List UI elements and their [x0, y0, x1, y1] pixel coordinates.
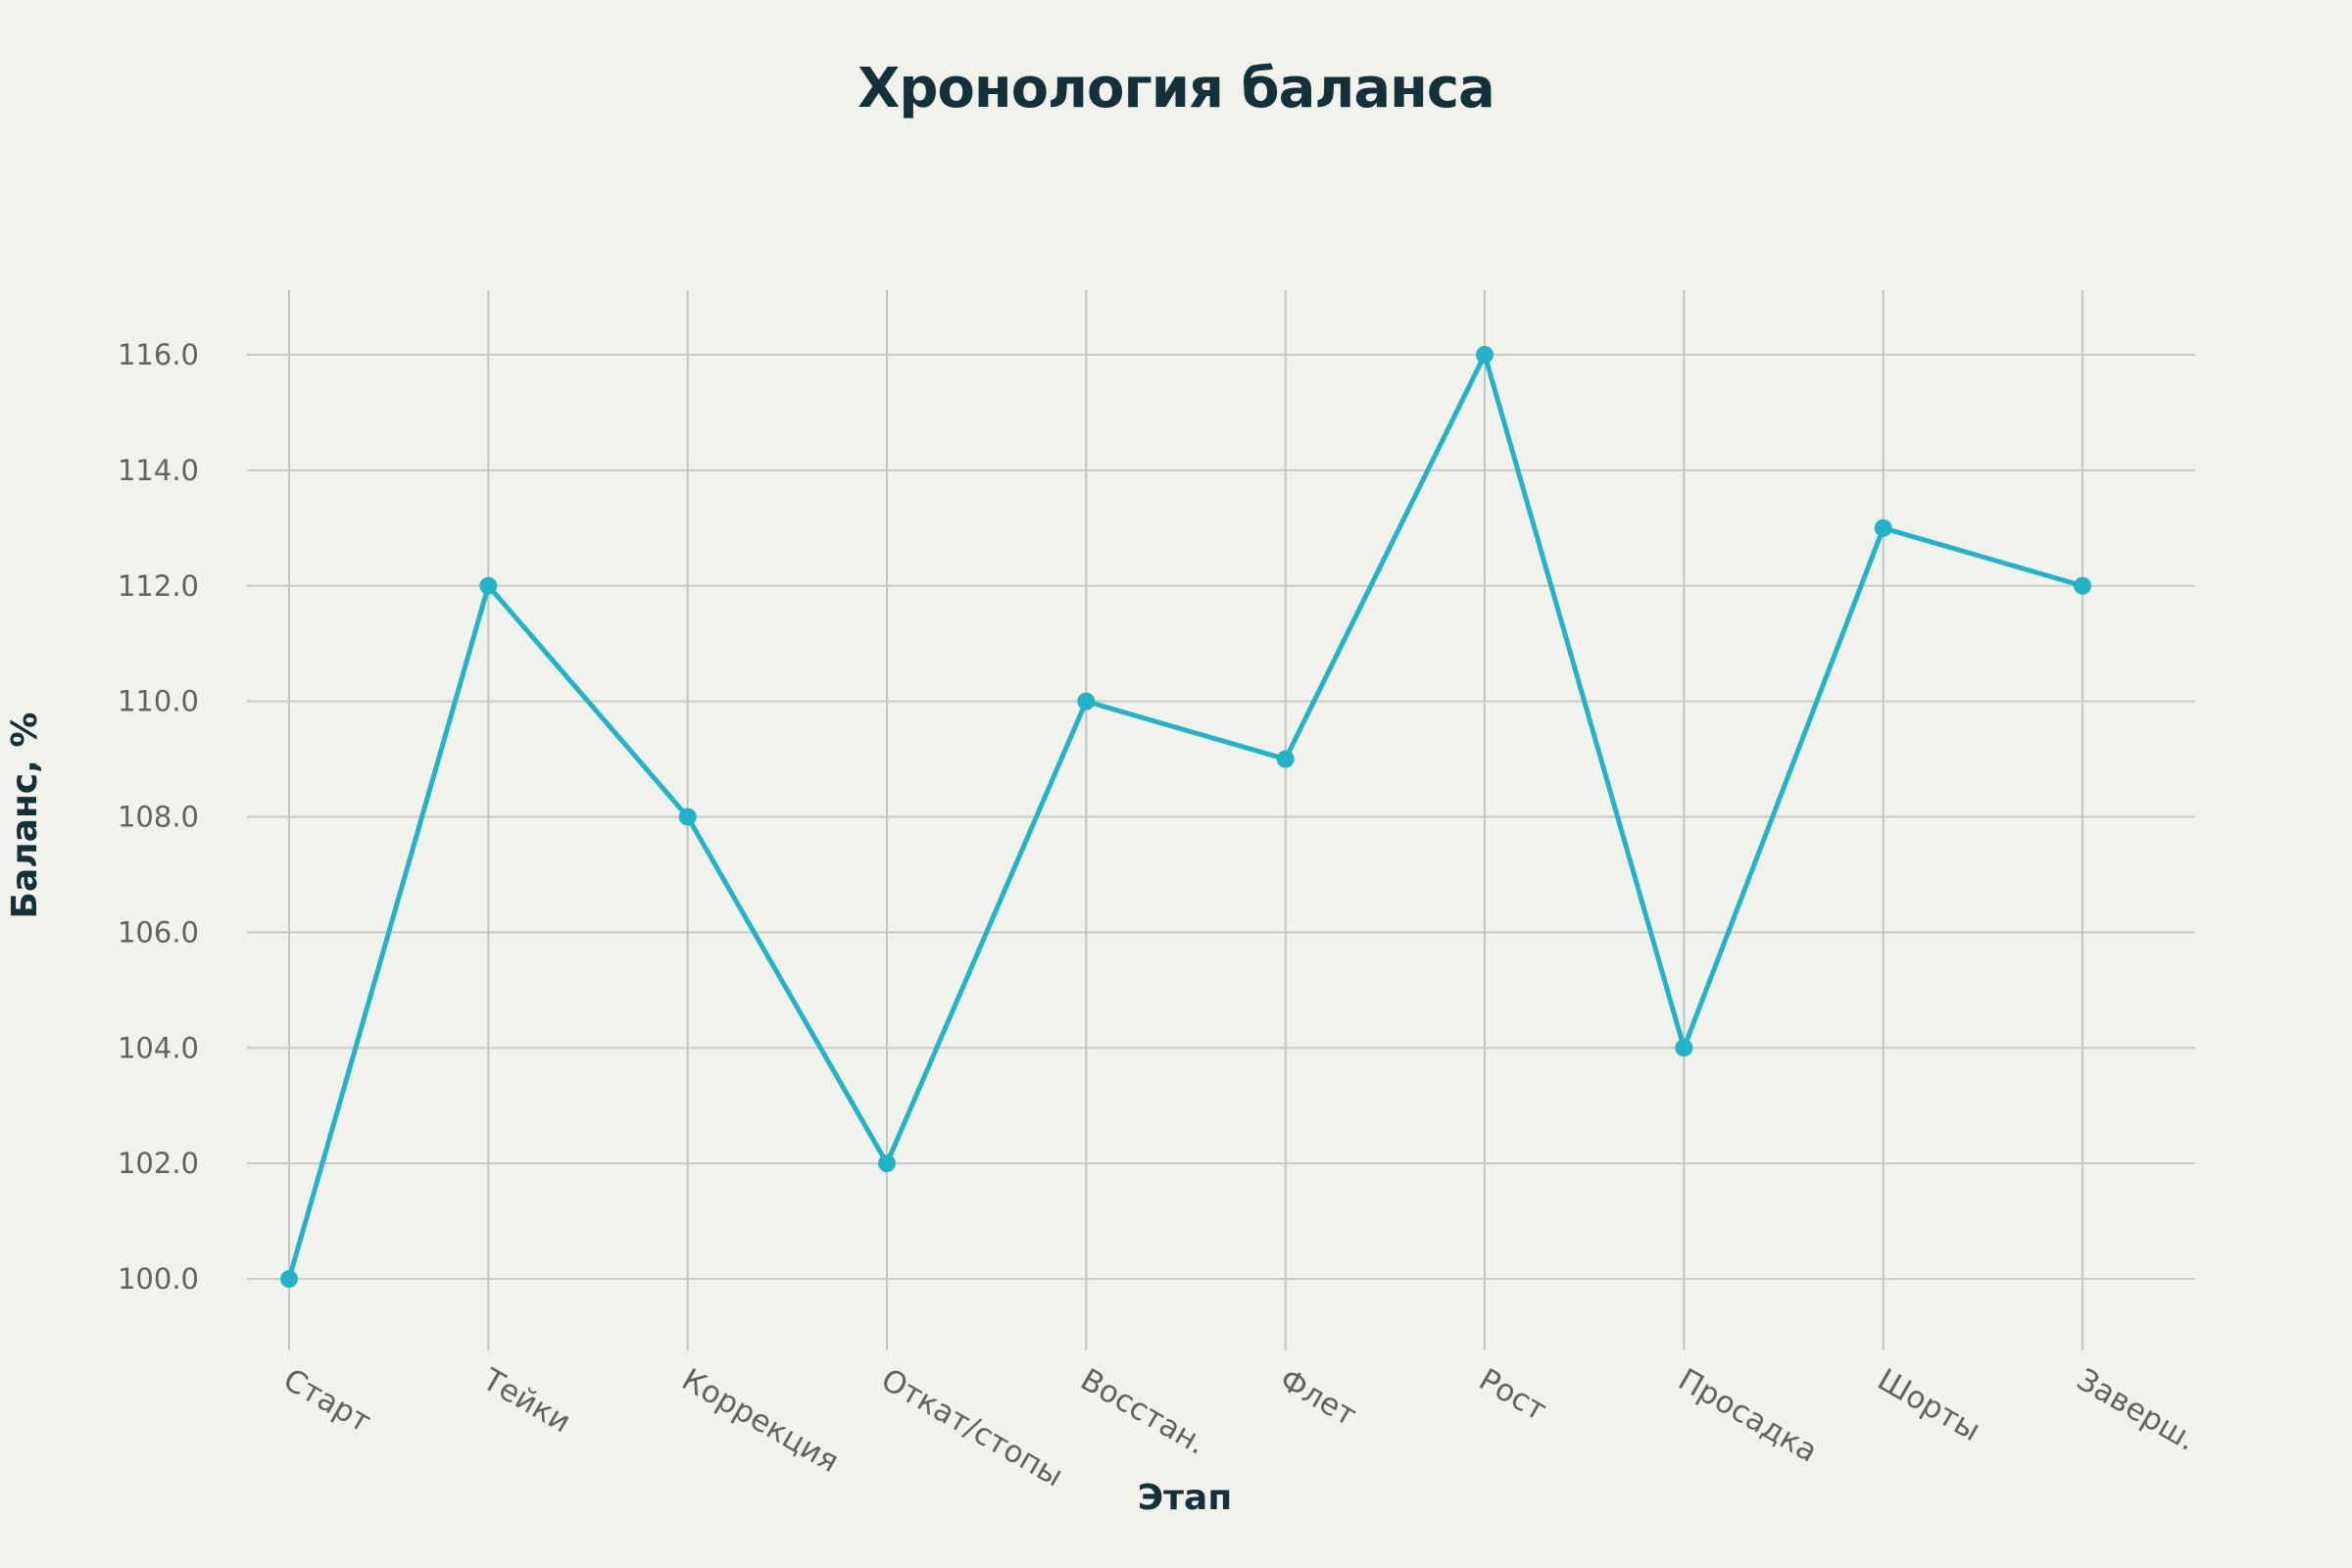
data-point — [479, 576, 498, 595]
x-tick-label: Откат/стопы — [875, 1362, 1069, 1494]
x-tick-label: Флет — [1274, 1362, 1362, 1434]
data-point — [280, 1270, 298, 1288]
y-tick-label: 106.0 — [118, 915, 199, 949]
x-tick-label: Старт — [277, 1362, 377, 1440]
x-axis-title: Этап — [1138, 1478, 1232, 1518]
y-axis-ticks: 100.0 102.0 104.0 106.0 108.0 110.0 112.0 114.0… — [118, 338, 199, 1296]
x-axis-ticks: Старт Тейки Коррекция Откат/стопы Восстан. Фл… — [277, 1361, 2202, 1494]
y-axis-title: Баланс, % — [5, 712, 45, 919]
x-tick-label: Тейки — [475, 1361, 576, 1440]
y-tick-label: 110.0 — [118, 685, 199, 718]
x-tick-label: Коррекция — [676, 1362, 845, 1480]
y-tick-label: 104.0 — [118, 1031, 199, 1064]
chart-title: Хронология баланса — [858, 57, 1495, 121]
series-layer — [280, 346, 2091, 1288]
data-point — [678, 808, 697, 826]
y-tick-label: 108.0 — [118, 801, 199, 834]
x-tick-label: Восстан. — [1074, 1362, 1212, 1462]
y-tick-label: 102.0 — [118, 1147, 199, 1180]
x-tick-label: Шорты — [1872, 1362, 1986, 1448]
data-point — [1077, 692, 1096, 710]
data-point — [878, 1154, 896, 1173]
data-point — [1675, 1039, 1693, 1057]
x-tick-label: Просадка — [1672, 1362, 1823, 1470]
grid — [247, 290, 2195, 1350]
y-tick-label: 100.0 — [118, 1262, 199, 1296]
data-point — [1874, 518, 1892, 537]
data-point — [1476, 346, 1494, 364]
x-tick-label: Заверш. — [2071, 1362, 2202, 1458]
data-point — [2074, 576, 2091, 595]
y-tick-label: 114.0 — [118, 454, 199, 487]
x-tick-label: Рост — [1473, 1362, 1552, 1429]
y-tick-label: 112.0 — [118, 569, 199, 603]
y-tick-label: 116.0 — [118, 338, 199, 371]
series-line — [286, 352, 2085, 1282]
data-point — [1276, 750, 1295, 768]
